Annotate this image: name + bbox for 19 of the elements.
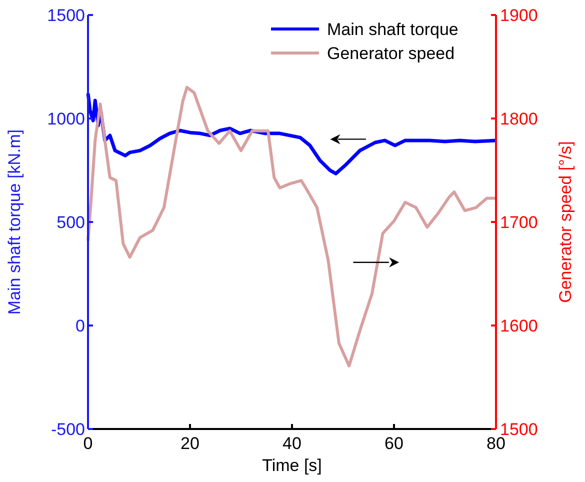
- y-tick-label: 1500: [47, 6, 85, 25]
- y-tick-label: -500: [50, 420, 85, 439]
- x-tick-label: 60: [384, 434, 404, 453]
- legend-label: Main shaft torque: [327, 20, 458, 39]
- x-axis-title: Time [s]: [262, 456, 322, 475]
- y2-axis-title: Generator speed [°/s]: [556, 141, 575, 303]
- y2-tick-label: 1900: [500, 6, 538, 25]
- y-tick-label: 1000: [47, 110, 85, 128]
- y-tick-label: 0: [76, 316, 85, 336]
- x-tick-label: 40: [282, 434, 302, 453]
- line-series: [86, 86, 498, 368]
- y2-tick-label: 1800: [500, 110, 538, 128]
- x-tick-label: 80: [486, 434, 506, 453]
- y-tick-label: 500: [56, 213, 85, 232]
- y2-tick-label: 1700: [500, 213, 538, 232]
- y-axis-title: Main shaft torque [kN.m]: [5, 129, 24, 315]
- y2-tick-label: 1600: [500, 316, 538, 336]
- legend-label: Generator speed: [327, 44, 455, 63]
- x-tick-label: 20: [180, 434, 200, 453]
